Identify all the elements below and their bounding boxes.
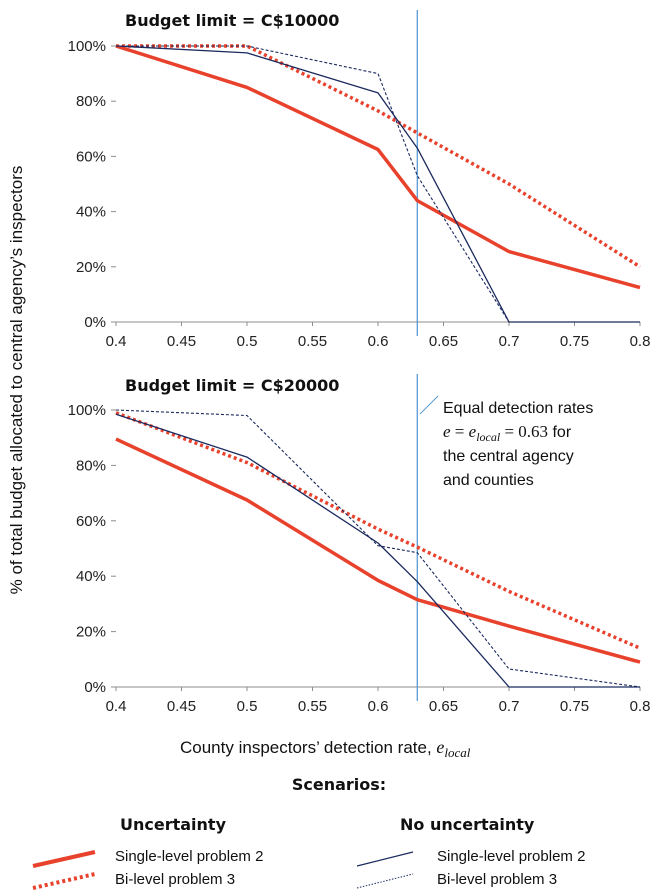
annotation-leader-line (419, 395, 439, 415)
annotation-line-4: and counties (443, 472, 534, 489)
x-tick-label: 0.75 (560, 698, 589, 715)
y-tick-label: 0% (84, 679, 106, 696)
legend-swatch-uncertainty-bi (32, 872, 96, 890)
x-tick-label: 0.4 (106, 333, 127, 350)
legend-swatch-no-uncertainty-single (356, 851, 414, 867)
top-panel: Budget limit = C$10000 0% 20% 40% 60% 80% 100… (68, 10, 651, 350)
annotation-line-1: Equal detection rates (443, 400, 593, 417)
x-tick-label: 0.55 (298, 333, 327, 350)
x-tick-label: 0.7 (499, 698, 520, 715)
series-line (115, 409, 641, 688)
legend-swatch-uncertainty-single (32, 850, 96, 868)
annotation-line-3: the central agency (443, 448, 574, 465)
series-line (115, 45, 640, 323)
legend-group-no-uncertainty: No uncertainty (400, 815, 535, 834)
x-tick-label: 0.8 (630, 333, 651, 350)
y-tick-label: 100% (68, 38, 106, 55)
y-tick-label: 0% (84, 314, 106, 331)
legend-label-uncertainty-single: Single-level problem 2 (115, 848, 263, 865)
legend-group-uncertainty: Uncertainty (120, 815, 227, 834)
y-tick-label: 40% (76, 204, 106, 221)
series-line (115, 44, 641, 290)
x-tick-label: 0.65 (429, 698, 458, 715)
legend-swatch-no-uncertainty-bi (356, 873, 414, 889)
bottom-panel: Budget limit = C$20000 0% 20% 40% 60% 80% 100… (68, 374, 651, 715)
x-tick-label: 0.5 (237, 333, 258, 350)
y-tick-label: 80% (76, 93, 106, 110)
y-tick-label: 20% (76, 624, 106, 641)
y-tick-label: 40% (76, 568, 106, 585)
x-tick-label: 0.8 (630, 698, 651, 715)
bottom-panel-title: Budget limit = C$20000 (125, 376, 339, 395)
x-tick-label: 0.45 (167, 333, 196, 350)
y-tick-label: 20% (76, 259, 106, 276)
series-line (115, 437, 641, 664)
x-tick-label: 0.75 (560, 333, 589, 350)
x-tick-label: 0.6 (368, 698, 389, 715)
x-tick-label: 0.7 (499, 333, 520, 350)
x-tick-label: 0.4 (106, 698, 127, 715)
x-tick-label: 0.55 (298, 698, 327, 715)
x-tick-label: 0.65 (429, 333, 458, 350)
x-tick-label: 0.45 (167, 698, 196, 715)
legend-label-uncertainty-bi: Bi-level problem 3 (115, 871, 235, 888)
x-tick-label: 0.6 (368, 333, 389, 350)
top-panel-title: Budget limit = C$10000 (125, 11, 339, 30)
annotation-line-2: e = elocal = 0.63 for (443, 422, 572, 444)
y-tick-label: 60% (76, 148, 106, 165)
y-tick-label: 80% (76, 457, 106, 474)
y-tick-label: 60% (76, 513, 106, 530)
reference-line-annotation: Equal detection rates e = elocal = 0.63 … (419, 395, 593, 489)
legend-label-no-uncertainty-single: Single-level problem 2 (437, 848, 585, 865)
series-line (115, 413, 640, 688)
x-tick-label: 0.5 (237, 698, 258, 715)
series-line (116, 45, 640, 323)
y-tick-label: 100% (68, 402, 106, 419)
legend-label-no-uncertainty-bi: Bi-level problem 3 (437, 871, 557, 888)
series-line (116, 44, 641, 269)
y-axis-label: % of total budget allocated to central a… (7, 166, 26, 595)
legend-title: Scenarios: (292, 775, 386, 794)
series-line (115, 411, 641, 650)
x-axis-label: County inspectors’ detection rate, eloca… (180, 737, 471, 760)
legend: Scenarios: Uncertainty No uncertainty Si… (32, 775, 585, 890)
